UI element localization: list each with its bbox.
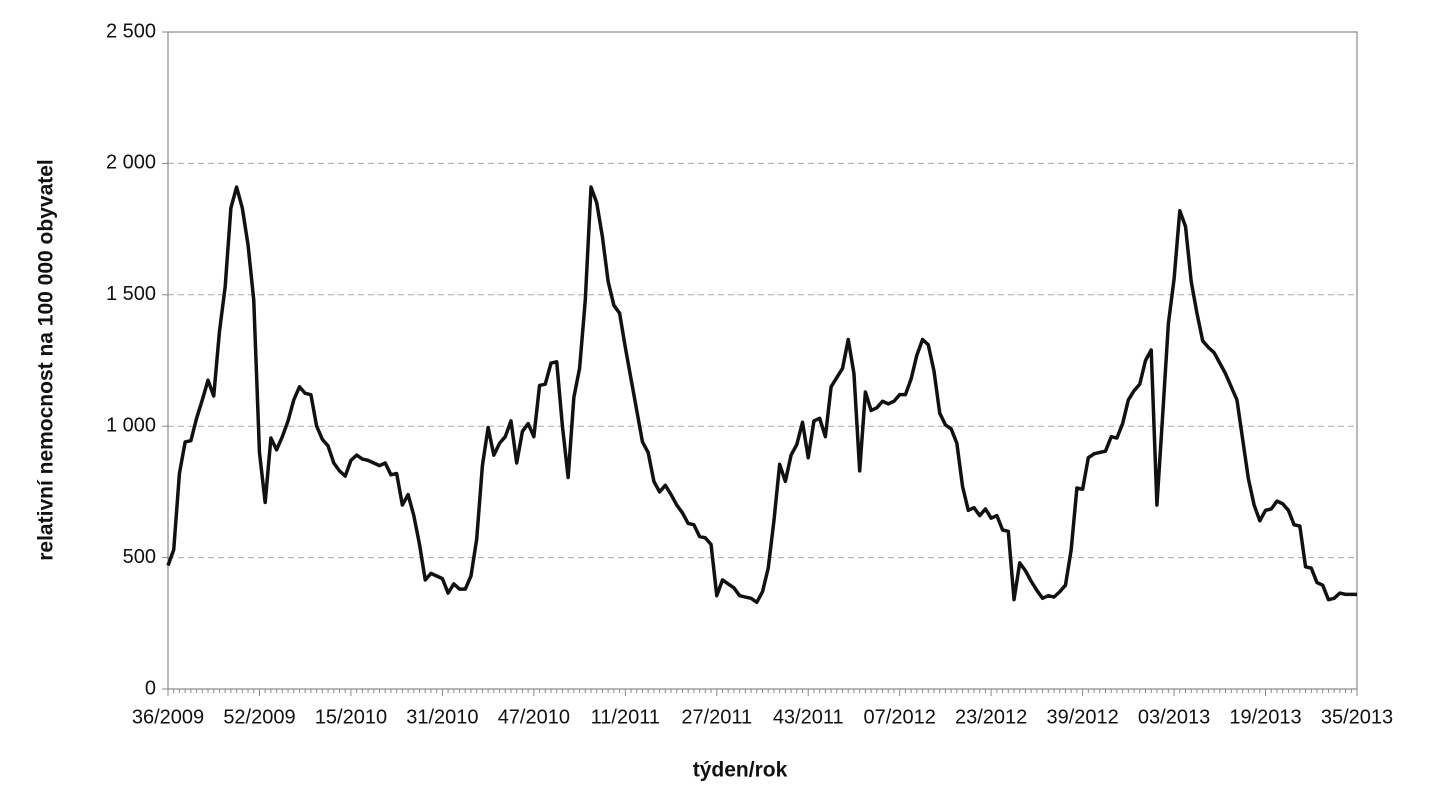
y-tick-label: 1 000 — [106, 414, 156, 436]
y-tick-label: 1 500 — [106, 283, 156, 305]
x-tick-label: 36/2009 — [132, 706, 204, 728]
x-tick-label: 27/2011 — [681, 706, 752, 728]
data-line — [166, 185, 1357, 605]
y-axis-title: relativní nemocnost na 100 000 obyvatel — [35, 159, 58, 561]
x-tick-label: 23/2012 — [955, 706, 1027, 728]
x-tick-label: 11/2011 — [591, 706, 660, 728]
x-tick-label: 19/2013 — [1229, 706, 1301, 728]
x-tick-label: 03/2013 — [1138, 706, 1210, 728]
y-tick-label: 500 — [123, 546, 156, 568]
x-tick-label: 35/2013 — [1321, 706, 1393, 728]
x-tick-label: 15/2010 — [315, 706, 387, 728]
x-tick-label: 47/2010 — [498, 706, 570, 728]
x-tick-label: 31/2010 — [406, 706, 478, 728]
x-tick-label: 43/2011 — [773, 706, 844, 728]
x-tick-label: 39/2012 — [1046, 706, 1118, 728]
x-tick-label: 07/2012 — [864, 706, 936, 728]
x-axis-title: týden/rok — [693, 759, 788, 782]
y-tick-label: 0 — [145, 677, 156, 699]
y-tick-label: 2 500 — [106, 20, 156, 42]
y-tick-label: 2 000 — [106, 152, 156, 174]
x-tick-label: 52/2009 — [223, 706, 295, 728]
